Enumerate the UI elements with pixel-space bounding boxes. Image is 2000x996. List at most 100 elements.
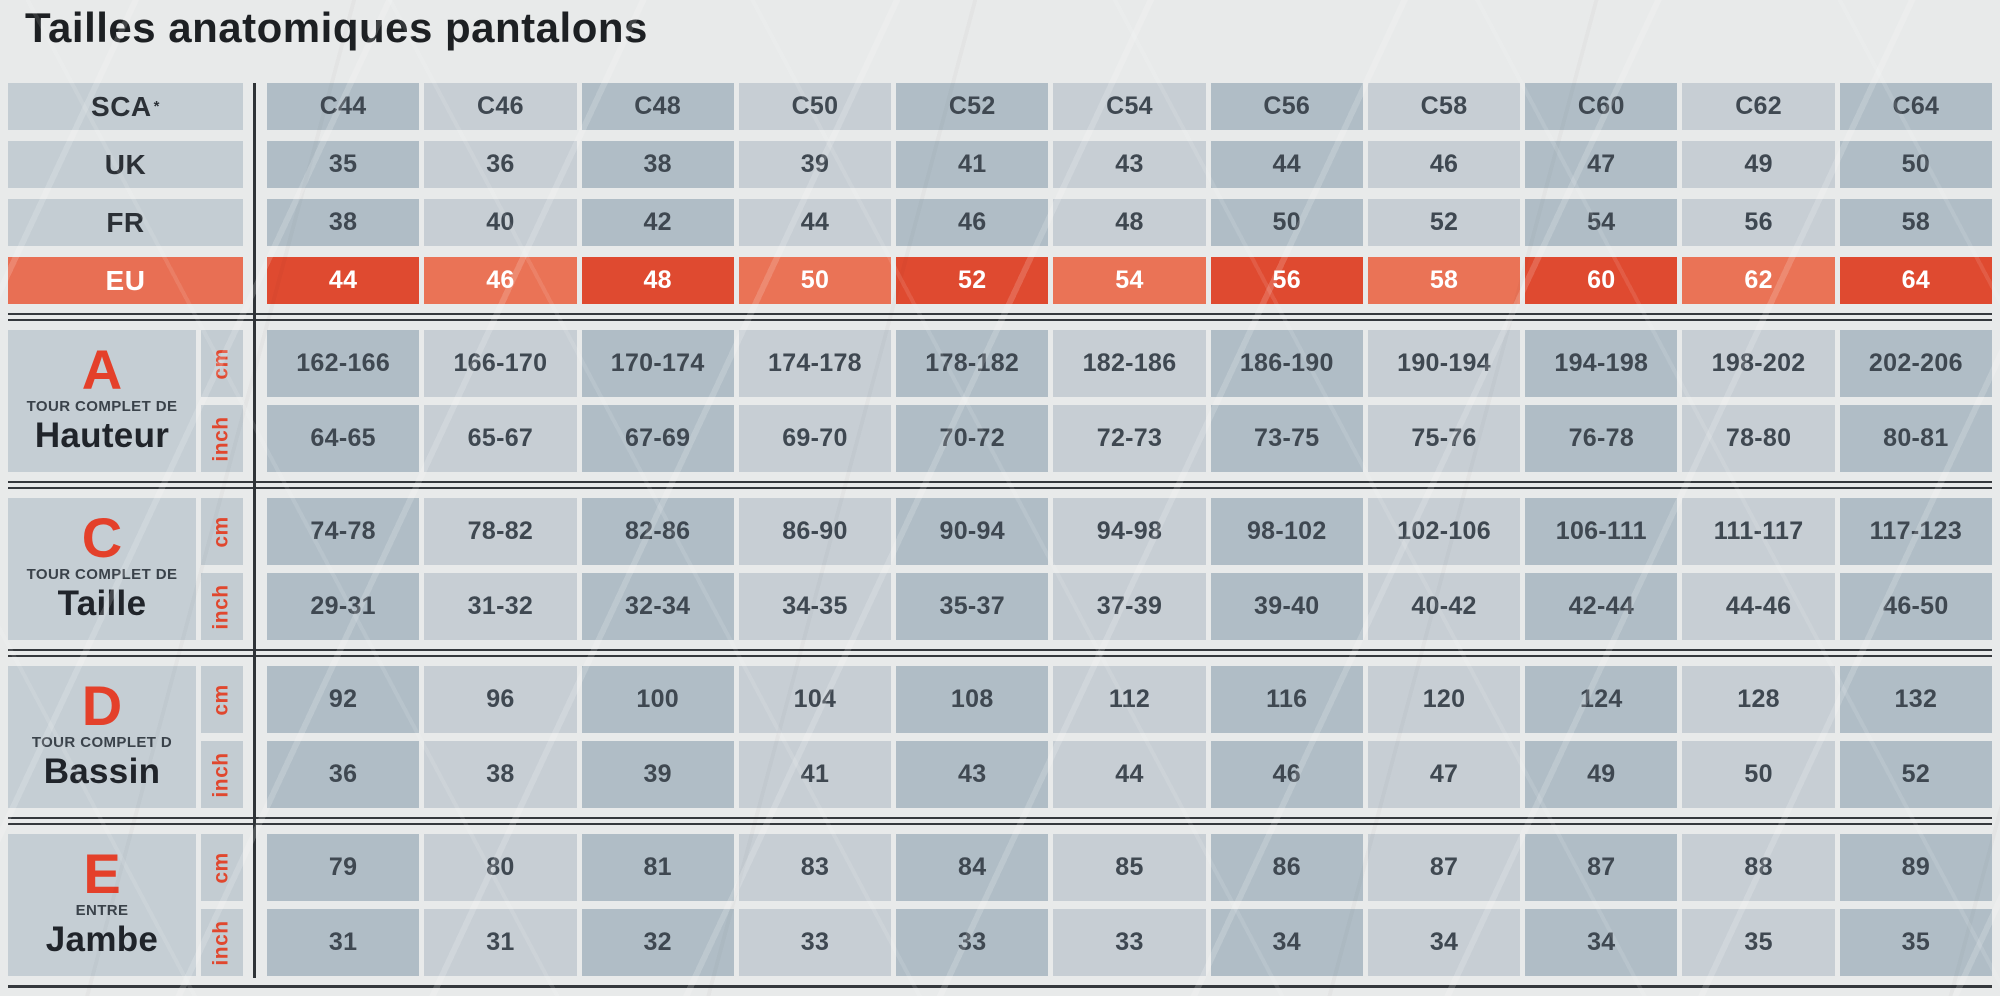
section-name: Jambe: [45, 919, 159, 959]
size-cell: 35-37: [896, 573, 1049, 640]
section-separator: [8, 481, 1992, 489]
size-cell: 35: [1839, 909, 1992, 976]
size-cell: 46: [1367, 141, 1521, 188]
size-cell: 75-76: [1367, 405, 1521, 472]
size-cell: 56: [1682, 199, 1835, 246]
size-cell: 44: [738, 199, 892, 246]
section-separator: [8, 649, 1992, 657]
section-subtitle: TOUR COMPLET DE: [26, 397, 178, 415]
size-cell: 50: [1682, 741, 1835, 808]
unit-label-inch: inch: [201, 909, 243, 976]
unit-text: inch: [210, 583, 234, 630]
size-cell: 52: [1367, 199, 1521, 246]
size-cell: 40: [424, 199, 577, 246]
size-cell: 47: [1367, 741, 1521, 808]
size-cell: 58: [1367, 257, 1521, 304]
size-cell: 44: [1210, 141, 1363, 188]
size-cell: 35: [267, 141, 420, 188]
size-cell: 40-42: [1367, 573, 1521, 640]
size-cell: 174-178: [738, 330, 892, 397]
size-cell: C62: [1682, 83, 1835, 130]
size-cell: 78-80: [1682, 405, 1835, 472]
size-cell: 34: [1525, 909, 1678, 976]
size-cell: 81: [581, 834, 734, 901]
size-cell: 44-46: [1682, 573, 1835, 640]
size-cell: 44: [1053, 741, 1206, 808]
row-label-sca: SCA *: [8, 83, 243, 130]
unit-label-cm: cm: [201, 330, 243, 397]
size-cell: 92: [267, 666, 420, 733]
size-cell: 202-206: [1839, 330, 1992, 397]
size-cell: 104: [738, 666, 892, 733]
size-cell: 69-70: [738, 405, 892, 472]
section-letter: D: [81, 674, 123, 738]
size-cell: 41: [896, 141, 1049, 188]
row-label-text: UK: [104, 148, 147, 180]
size-cell: 89: [1839, 834, 1992, 901]
size-cell: 78-82: [424, 498, 577, 565]
size-cell: 41: [738, 741, 892, 808]
size-cell: 170-174: [581, 330, 734, 397]
size-cell: 80: [424, 834, 577, 901]
size-cell: 31: [267, 909, 420, 976]
section-a: A TOUR COMPLET DE Hauteur cm 162-166 166-170 1…: [8, 330, 1992, 472]
row-label-uk: UK: [8, 141, 243, 188]
unit-label-inch: inch: [201, 741, 243, 808]
bottom-edge-line: [8, 985, 1992, 988]
size-cell: 64: [1839, 257, 1992, 304]
size-cell: 73-75: [1210, 405, 1363, 472]
size-cell: 80-81: [1839, 405, 1992, 472]
size-cell: 85: [1053, 834, 1206, 901]
size-cell: 34: [1367, 909, 1521, 976]
section-letter: C: [81, 506, 123, 570]
section-letter: E: [83, 842, 121, 906]
size-cell: C44: [267, 83, 420, 130]
size-cell: 36: [267, 741, 420, 808]
unit-label-cm: cm: [201, 666, 243, 733]
size-cell: C50: [738, 83, 892, 130]
size-cell: 54: [1053, 257, 1206, 304]
size-cell: 74-78: [267, 498, 420, 565]
size-cell: 39: [581, 741, 734, 808]
section-subtitle: TOUR COMPLET D: [31, 733, 173, 751]
size-cell: 112: [1053, 666, 1206, 733]
row-label-eu: EU: [8, 257, 243, 304]
size-cell: 94-98: [1053, 498, 1206, 565]
size-cell: 87: [1367, 834, 1521, 901]
size-cell: 96: [424, 666, 577, 733]
size-cell: 83: [738, 834, 892, 901]
row-label-text: EU: [105, 264, 146, 296]
size-cell: 162-166: [267, 330, 420, 397]
size-cell: 166-170: [424, 330, 577, 397]
size-cell: 38: [267, 199, 420, 246]
section-label: C TOUR COMPLET DE Taille: [8, 498, 196, 640]
size-cell: 43: [1053, 141, 1206, 188]
size-cell: 111-117: [1682, 498, 1835, 565]
unit-label-inch: inch: [201, 405, 243, 472]
size-cell: 88: [1682, 834, 1835, 901]
section-e: E ENTRE Jambe cm 79 80 81 83 84 85 86 87 87 88 89 inch 3…: [8, 834, 1992, 976]
size-cell: 84: [896, 834, 1049, 901]
size-cell: 34-35: [738, 573, 892, 640]
size-cell: 42-44: [1525, 573, 1678, 640]
size-cell: C46: [424, 83, 577, 130]
section-c: C TOUR COMPLET DE Taille cm 74-78 78-82 82-86 8…: [8, 498, 1992, 640]
row-label-text: SCA: [91, 90, 152, 122]
size-cell: 49: [1525, 741, 1678, 808]
size-cell: 186-190: [1210, 330, 1363, 397]
section-letter: A: [81, 338, 123, 402]
size-cell: 82-86: [581, 498, 734, 565]
size-cell: 79: [267, 834, 420, 901]
size-cell: 33: [1053, 909, 1206, 976]
size-cell: 46: [1210, 741, 1363, 808]
size-cell: 49: [1682, 141, 1835, 188]
unit-label-cm: cm: [201, 498, 243, 565]
section-name: Bassin: [43, 751, 161, 791]
size-cell: 86-90: [738, 498, 892, 565]
row-label-fr: FR: [8, 199, 243, 246]
size-cell: 32-34: [581, 573, 734, 640]
size-cell: 190-194: [1367, 330, 1521, 397]
size-cell: 38: [581, 141, 734, 188]
size-cell: 62: [1682, 257, 1835, 304]
size-cell: 37-39: [1053, 573, 1206, 640]
